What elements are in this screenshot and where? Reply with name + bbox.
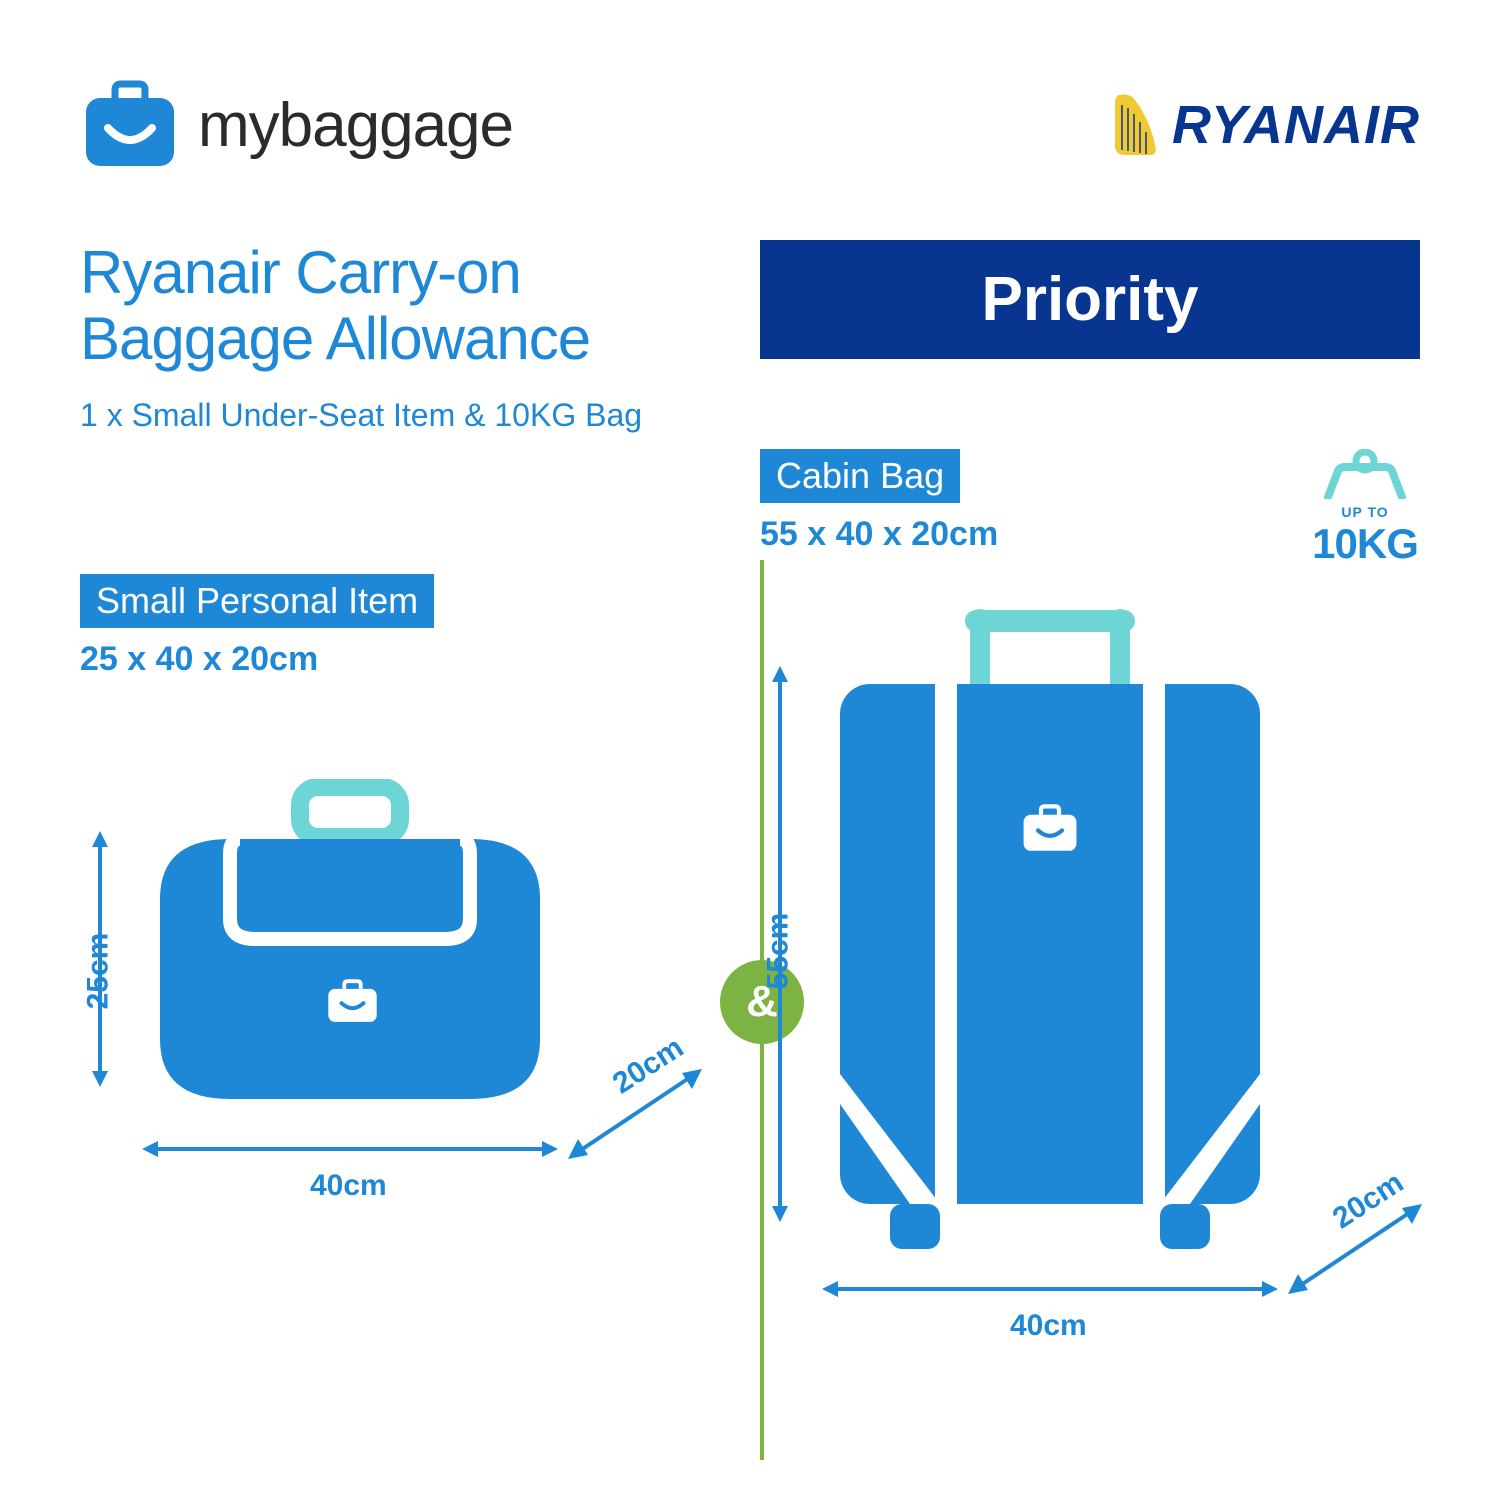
small-width-label: 40cm (310, 1169, 387, 1203)
cabin-bag-dims: 55 x 40 x 20cm (760, 515, 1270, 554)
cabin-width-label: 40cm (1010, 1309, 1087, 1343)
main-content: Ryanair Carry-on Baggage Allowance 1 x S… (80, 240, 1420, 1324)
page-title: Ryanair Carry-on Baggage Allowance (80, 240, 720, 372)
small-item-tag: Small Personal Item (80, 574, 434, 628)
cabin-width-arrow (820, 1269, 1280, 1309)
small-bag-icon (140, 779, 560, 1119)
cabin-bag-tag: Cabin Bag (760, 449, 960, 503)
subtitle: 1 x Small Under-Seat Item & 10KG Bag (80, 397, 720, 434)
small-item-dims: 25 x 40 x 20cm (80, 640, 720, 679)
priority-badge: Priority (760, 240, 1420, 359)
bag-smile-icon (80, 80, 180, 170)
ryanair-logo: RYANAIR (1110, 90, 1420, 160)
cabin-height-label: 55cm (761, 913, 795, 990)
left-column: Ryanair Carry-on Baggage Allowance 1 x S… (80, 240, 720, 1324)
header: mybaggage RYANAIR (80, 80, 1420, 170)
small-bag-diagram: 25cm (80, 739, 720, 1259)
scale-icon (1310, 449, 1420, 499)
right-column: Priority Cabin Bag 55 x 40 x 20cm UP TO … (760, 240, 1420, 1324)
small-item-section: Small Personal Item 25 x 40 x 20cm 25cm (80, 574, 720, 1259)
mybaggage-text: mybaggage (198, 90, 513, 161)
harp-icon (1110, 90, 1160, 160)
weight-icon: UP TO 10KG (1310, 449, 1420, 568)
cabin-bag-diagram: 55cm (760, 604, 1420, 1324)
cabin-bag-header: Cabin Bag 55 x 40 x 20cm UP TO 10KG (760, 449, 1420, 584)
width-arrow (140, 1129, 560, 1169)
weight-value: 10KG (1310, 520, 1420, 568)
small-height-label: 25cm (81, 933, 115, 1010)
weight-upto-label: UP TO (1310, 504, 1420, 520)
suitcase-icon (820, 604, 1280, 1264)
mybaggage-logo: mybaggage (80, 80, 513, 170)
ryanair-text: RYANAIR (1172, 94, 1420, 156)
